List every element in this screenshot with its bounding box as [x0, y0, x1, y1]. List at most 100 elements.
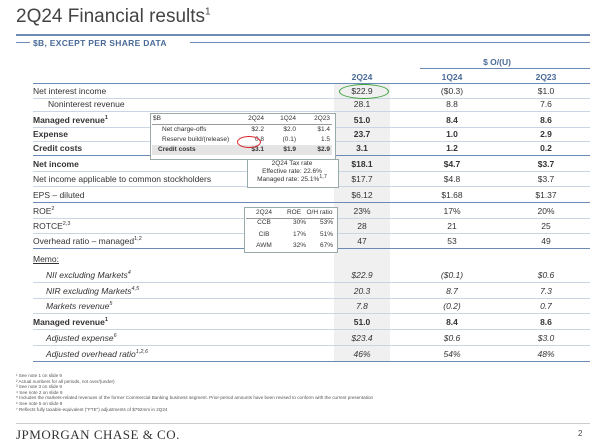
credit-box-cell: Net charge-offs [162, 126, 207, 133]
row-value: 53 [447, 236, 457, 246]
subtitle-rule-left [16, 42, 30, 43]
row-value: $3.7 [537, 174, 555, 184]
row-value: $1.37 [535, 190, 557, 200]
row-label: Managed revenue1 [33, 115, 108, 125]
memo-label: Adjusted expense6 [46, 333, 117, 343]
row-value: 8.4 [446, 115, 458, 125]
highlight-circle-green [339, 84, 389, 99]
row-rule [33, 111, 590, 112]
memo-value: (0.2) [443, 301, 461, 311]
row-value: $3.7 [537, 159, 555, 169]
roe-box-cell: AWM [256, 242, 272, 249]
memo-label: Adjusted overhead ratio1,2,6 [46, 349, 149, 359]
row-value: 7.6 [540, 99, 552, 109]
roe-box-cell: CIB [258, 231, 270, 238]
row-value: 1.0 [446, 129, 458, 139]
row-value: 1.2 [446, 143, 458, 153]
roe-box-rule [246, 218, 334, 219]
credit-box-header: $B [153, 115, 161, 122]
credit-box-cell: $2.2 [251, 126, 264, 133]
credit-box-rule [152, 124, 332, 125]
row-value: 25 [541, 221, 551, 231]
credit-box-header: 1Q24 [280, 115, 296, 122]
memo-rule [33, 345, 590, 346]
tax-box-effective: Effective rate: 22.6% [262, 168, 322, 175]
memo-rule [33, 329, 590, 330]
company-logo: JPMORGAN CHASE & CO. [16, 427, 180, 442]
row-label: ROE2 [33, 206, 55, 216]
memo-value: 48% [537, 349, 555, 359]
tax-rate-box [247, 159, 339, 188]
roe-box-header: ROE [286, 209, 302, 216]
subtitle-rule-right [190, 42, 590, 43]
tax-box-title: 2Q24 Tax rate [271, 160, 313, 167]
row-label: ROTCE2,3 [33, 221, 71, 231]
memo-label: Markets revenue5 [46, 301, 113, 311]
row-label: Net interest income [33, 86, 107, 96]
row-value: 23% [353, 206, 371, 216]
row-rule [33, 98, 590, 99]
col-header-1q24: 1Q24 [441, 72, 463, 82]
group-header-rule [420, 68, 590, 69]
credit-box-cell: $2.0 [283, 126, 296, 133]
memo-value: 7.3 [540, 286, 552, 296]
row-label: EPS – diluted [33, 190, 85, 200]
row-rule [33, 202, 590, 203]
credit-box-cell: (0.1) [282, 136, 296, 143]
credit-box-header: 2Q23 [314, 115, 330, 122]
footnote: ⁶ See note 5 on slide 9 [16, 401, 63, 406]
memo-value: $0.6 [443, 333, 461, 343]
footnote: ¹ See note 1 on slide 9 [16, 373, 62, 378]
row-value: $4.8 [443, 174, 461, 184]
credit-box-cell: $1.9 [283, 146, 296, 153]
memo-value: 51.0 [353, 317, 371, 327]
credit-box-cell: 1.5 [320, 136, 330, 143]
roe-box-cell: 30% [292, 219, 306, 226]
row-value: 8.6 [540, 115, 552, 125]
footnote: ³ See note 3 on slide 9 [16, 384, 62, 390]
credit-box-cell: $3.1 [251, 146, 264, 153]
memo-rule [33, 313, 590, 314]
credit-box-total-shading [152, 145, 332, 155]
row-value: 47 [357, 236, 367, 246]
row-value: $1.68 [441, 190, 463, 200]
row-label: Expense [33, 129, 68, 139]
column-group-header: $ O/(U) [483, 57, 511, 67]
roe-box-cell: 17% [292, 231, 306, 238]
credit-box-cell: $1.4 [317, 126, 330, 133]
current-quarter-shading [334, 84, 390, 362]
memo-rule [33, 282, 590, 283]
credit-box-header: 2Q24 [248, 115, 264, 122]
memo-value: $3.0 [537, 333, 555, 343]
memo-value: 8.4 [446, 317, 458, 327]
row-value: 23.7 [353, 129, 371, 139]
page-number: 2 [578, 429, 583, 438]
roe-box-cell: 51% [319, 231, 333, 238]
roe-box-cell: 67% [319, 242, 333, 249]
page-title: 2Q24 Financial results1 [16, 6, 211, 27]
footer-rule [16, 423, 590, 424]
footnote: ⁴ See note 2 on slide 9 [16, 389, 63, 395]
row-value: $17.7 [351, 174, 373, 184]
row-value: 21 [447, 221, 457, 231]
credit-box-cell: Reserve build/(release) [162, 136, 230, 143]
row-value: 8.8 [446, 99, 458, 109]
row-value: ($0.3) [440, 86, 464, 96]
subtitle: $B, EXCEPT PER SHARE DATA [33, 38, 167, 48]
row-value: 28.1 [353, 99, 371, 109]
credit-box-cell: Credit costs [158, 146, 196, 153]
row-label: Net income [33, 159, 79, 169]
memo-value: ($0.1) [440, 270, 464, 280]
row-label: Overhead ratio – managed1,2 [33, 236, 142, 246]
roe-box-cell: 32% [292, 242, 306, 249]
row-value: $18.1 [351, 159, 373, 169]
tax-box-managed: Managed rate: 25.1%1,7 [257, 173, 327, 183]
credit-box-cell: $2.9 [317, 146, 330, 153]
row-value: 17% [443, 206, 461, 216]
roe-by-segment-box [244, 207, 338, 253]
header-rule [33, 83, 590, 84]
row-value: 20% [537, 206, 555, 216]
memo-label: NII excluding Markets4 [46, 270, 131, 280]
col-header-2q24: 2Q24 [351, 72, 373, 82]
memo-value: 0.7 [540, 301, 552, 311]
